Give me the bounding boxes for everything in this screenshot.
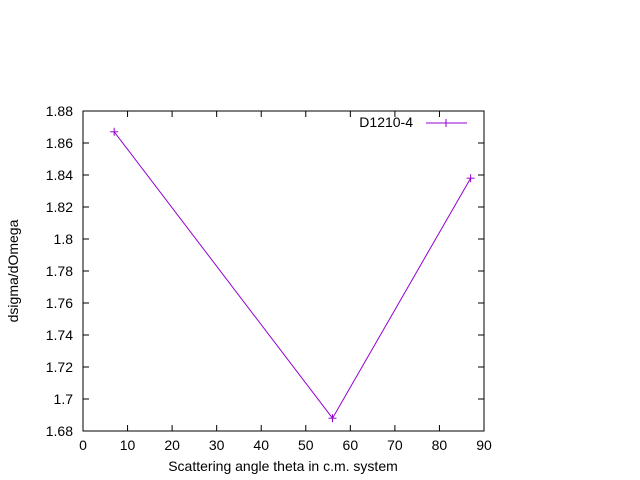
x-tick-label: 70: [387, 437, 403, 453]
legend: D1210-4: [359, 114, 467, 130]
y-tick-label: 1.68: [46, 423, 73, 439]
legend-label: D1210-4: [359, 114, 413, 130]
y-axis-label: dsigma/dOmega: [5, 219, 21, 322]
x-tick-label: 40: [253, 437, 269, 453]
x-tick-label: 90: [476, 437, 492, 453]
y-tick-label: 1.82: [46, 199, 73, 215]
x-tick-label: 10: [120, 437, 136, 453]
x-tick-label: 80: [432, 437, 448, 453]
y-tick-label: 1.78: [46, 263, 73, 279]
plot-frame: [82, 110, 485, 432]
y-tick-label: 1.84: [46, 167, 73, 183]
legend-marker: [442, 119, 450, 127]
data-series: [110, 127, 475, 423]
y-tick-label: 1.86: [46, 135, 73, 151]
x-tick-label: 60: [343, 437, 359, 453]
y-tick-label: 1.74: [46, 327, 73, 343]
series-line: [113, 131, 472, 420]
y-tick-label: 1.76: [46, 295, 73, 311]
x-tick-label: 30: [209, 437, 225, 453]
data-point: [328, 414, 337, 423]
axis-ticks: [82, 110, 485, 432]
data-point: [110, 127, 119, 136]
y-tick-label: 1.88: [46, 103, 73, 119]
x-tick-label: 20: [164, 437, 180, 453]
y-tick-label: 1.72: [46, 359, 73, 375]
legend-marker-plus: [442, 119, 450, 127]
x-axis-label: Scattering angle theta in c.m. system: [168, 458, 398, 474]
y-tick-label: 1.8: [54, 231, 74, 247]
x-tick-label: 0: [79, 437, 87, 453]
y-tick-label: 1.7: [54, 391, 74, 407]
x-tick-label: 50: [298, 437, 314, 453]
axis-tick-labels: 0 10 20 30 40 50 60 70 80 90 1.68 1.7 1.72 1.74 1.76 1.…: [46, 103, 492, 453]
data-point: [466, 174, 475, 183]
